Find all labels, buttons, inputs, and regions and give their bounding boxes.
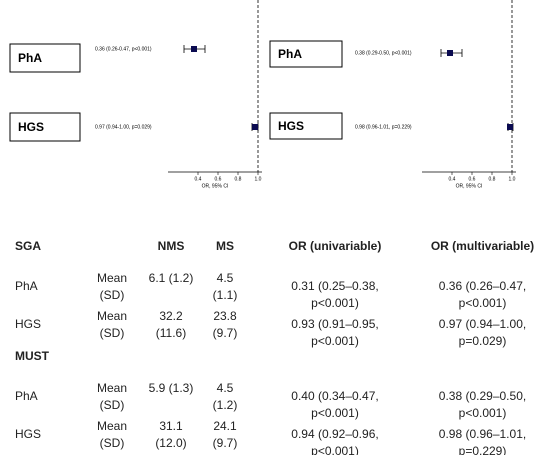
table-cell: 4.5 (1.1) [212, 271, 238, 302]
table-cell: 32.2 (11.6) [155, 309, 187, 340]
x-tick-label: 0.4 [449, 176, 456, 182]
x-tick-label: 0.8 [489, 176, 496, 182]
table-cell: 0.97 (0.94–1.00, p=0.029) [438, 317, 527, 348]
table-cell: 24.1 (9.7) [212, 419, 238, 450]
table-cell: 5.9 (1.3) [148, 381, 194, 395]
table-cell: 0.94 (0.92–0.96, p<0.001) [291, 427, 379, 455]
x-tick-label: 1.0 [255, 176, 262, 182]
x-axis-label: OR, 95% CI [202, 183, 229, 189]
table-cell: PhA [15, 389, 38, 403]
forest-plots: 0.4 0.6 0.8 1.0 OR, 95% CI PhA 0.36 (0.26-0.47… [9, 0, 516, 189]
table-cell: 0.98 (0.96–1.01, p=0.229) [438, 427, 527, 455]
table-cell: 0.38 (0.29–0.50, p<0.001) [438, 389, 527, 420]
table-cell: HGS [15, 427, 42, 441]
estimate-point [507, 124, 513, 130]
x-tick-label: 0.6 [469, 176, 476, 182]
estimate-label: 0.36 (0.26-0.47, p<0.001) [95, 46, 152, 52]
table-cell: OR (univariable) [288, 239, 382, 253]
estimate-label: 0.98 (0.96-1.01, p=0.229) [355, 124, 412, 130]
table-cell: 4.5 (1.2) [212, 381, 238, 412]
table-cell: 0.31 (0.25–0.38, p<0.001) [291, 279, 379, 310]
table-cell: OR (multivariable) [430, 239, 535, 253]
x-tick-label: 0.8 [235, 176, 242, 182]
table-cell: 0.40 (0.34–0.47, p<0.001) [291, 389, 379, 420]
label-box [269, 112, 343, 140]
label-box [269, 40, 343, 68]
x-tick-label: 0.6 [215, 176, 222, 182]
table-cell: Mean (SD) [96, 381, 128, 412]
table-cell: 0.93 (0.91–0.95, p<0.001) [291, 317, 379, 348]
estimate-point [252, 124, 258, 130]
label-box [9, 112, 81, 142]
table-cell: Mean (SD) [96, 309, 128, 340]
row-label: PhA [278, 47, 302, 61]
table-cell: MS [216, 239, 234, 253]
estimate-point [191, 46, 197, 52]
table-cell: HGS [15, 317, 42, 331]
table-cell: 23.8 (9.7) [212, 309, 238, 340]
table-cell: NMS [157, 239, 185, 253]
table-cell: MUST [15, 349, 49, 363]
table-cell: PhA [15, 279, 38, 293]
estimate-point [447, 50, 453, 56]
table-cell: Mean (SD) [96, 419, 128, 450]
label-box [9, 43, 81, 73]
table-cell: 0.36 (0.26–0.47, p<0.001) [438, 279, 527, 310]
estimate-label: 0.38 (0.29-0.50, p<0.001) [355, 50, 412, 56]
row-label: PhA [18, 51, 42, 65]
row-label: HGS [18, 120, 44, 134]
x-axis-label: OR, 95% CI [456, 183, 483, 189]
table-cell: 31.1 (12.0) [155, 419, 187, 450]
estimate-label: 0.97 (0.94-1.00, p=0.029) [95, 124, 152, 130]
x-tick-label: 1.0 [509, 176, 516, 182]
row-label: HGS [278, 119, 304, 133]
table-cell: Mean (SD) [96, 271, 128, 302]
x-tick-label: 0.4 [195, 176, 202, 182]
table-cell: 6.1 (1.2) [148, 271, 194, 285]
table-cell: SGA [15, 239, 42, 253]
